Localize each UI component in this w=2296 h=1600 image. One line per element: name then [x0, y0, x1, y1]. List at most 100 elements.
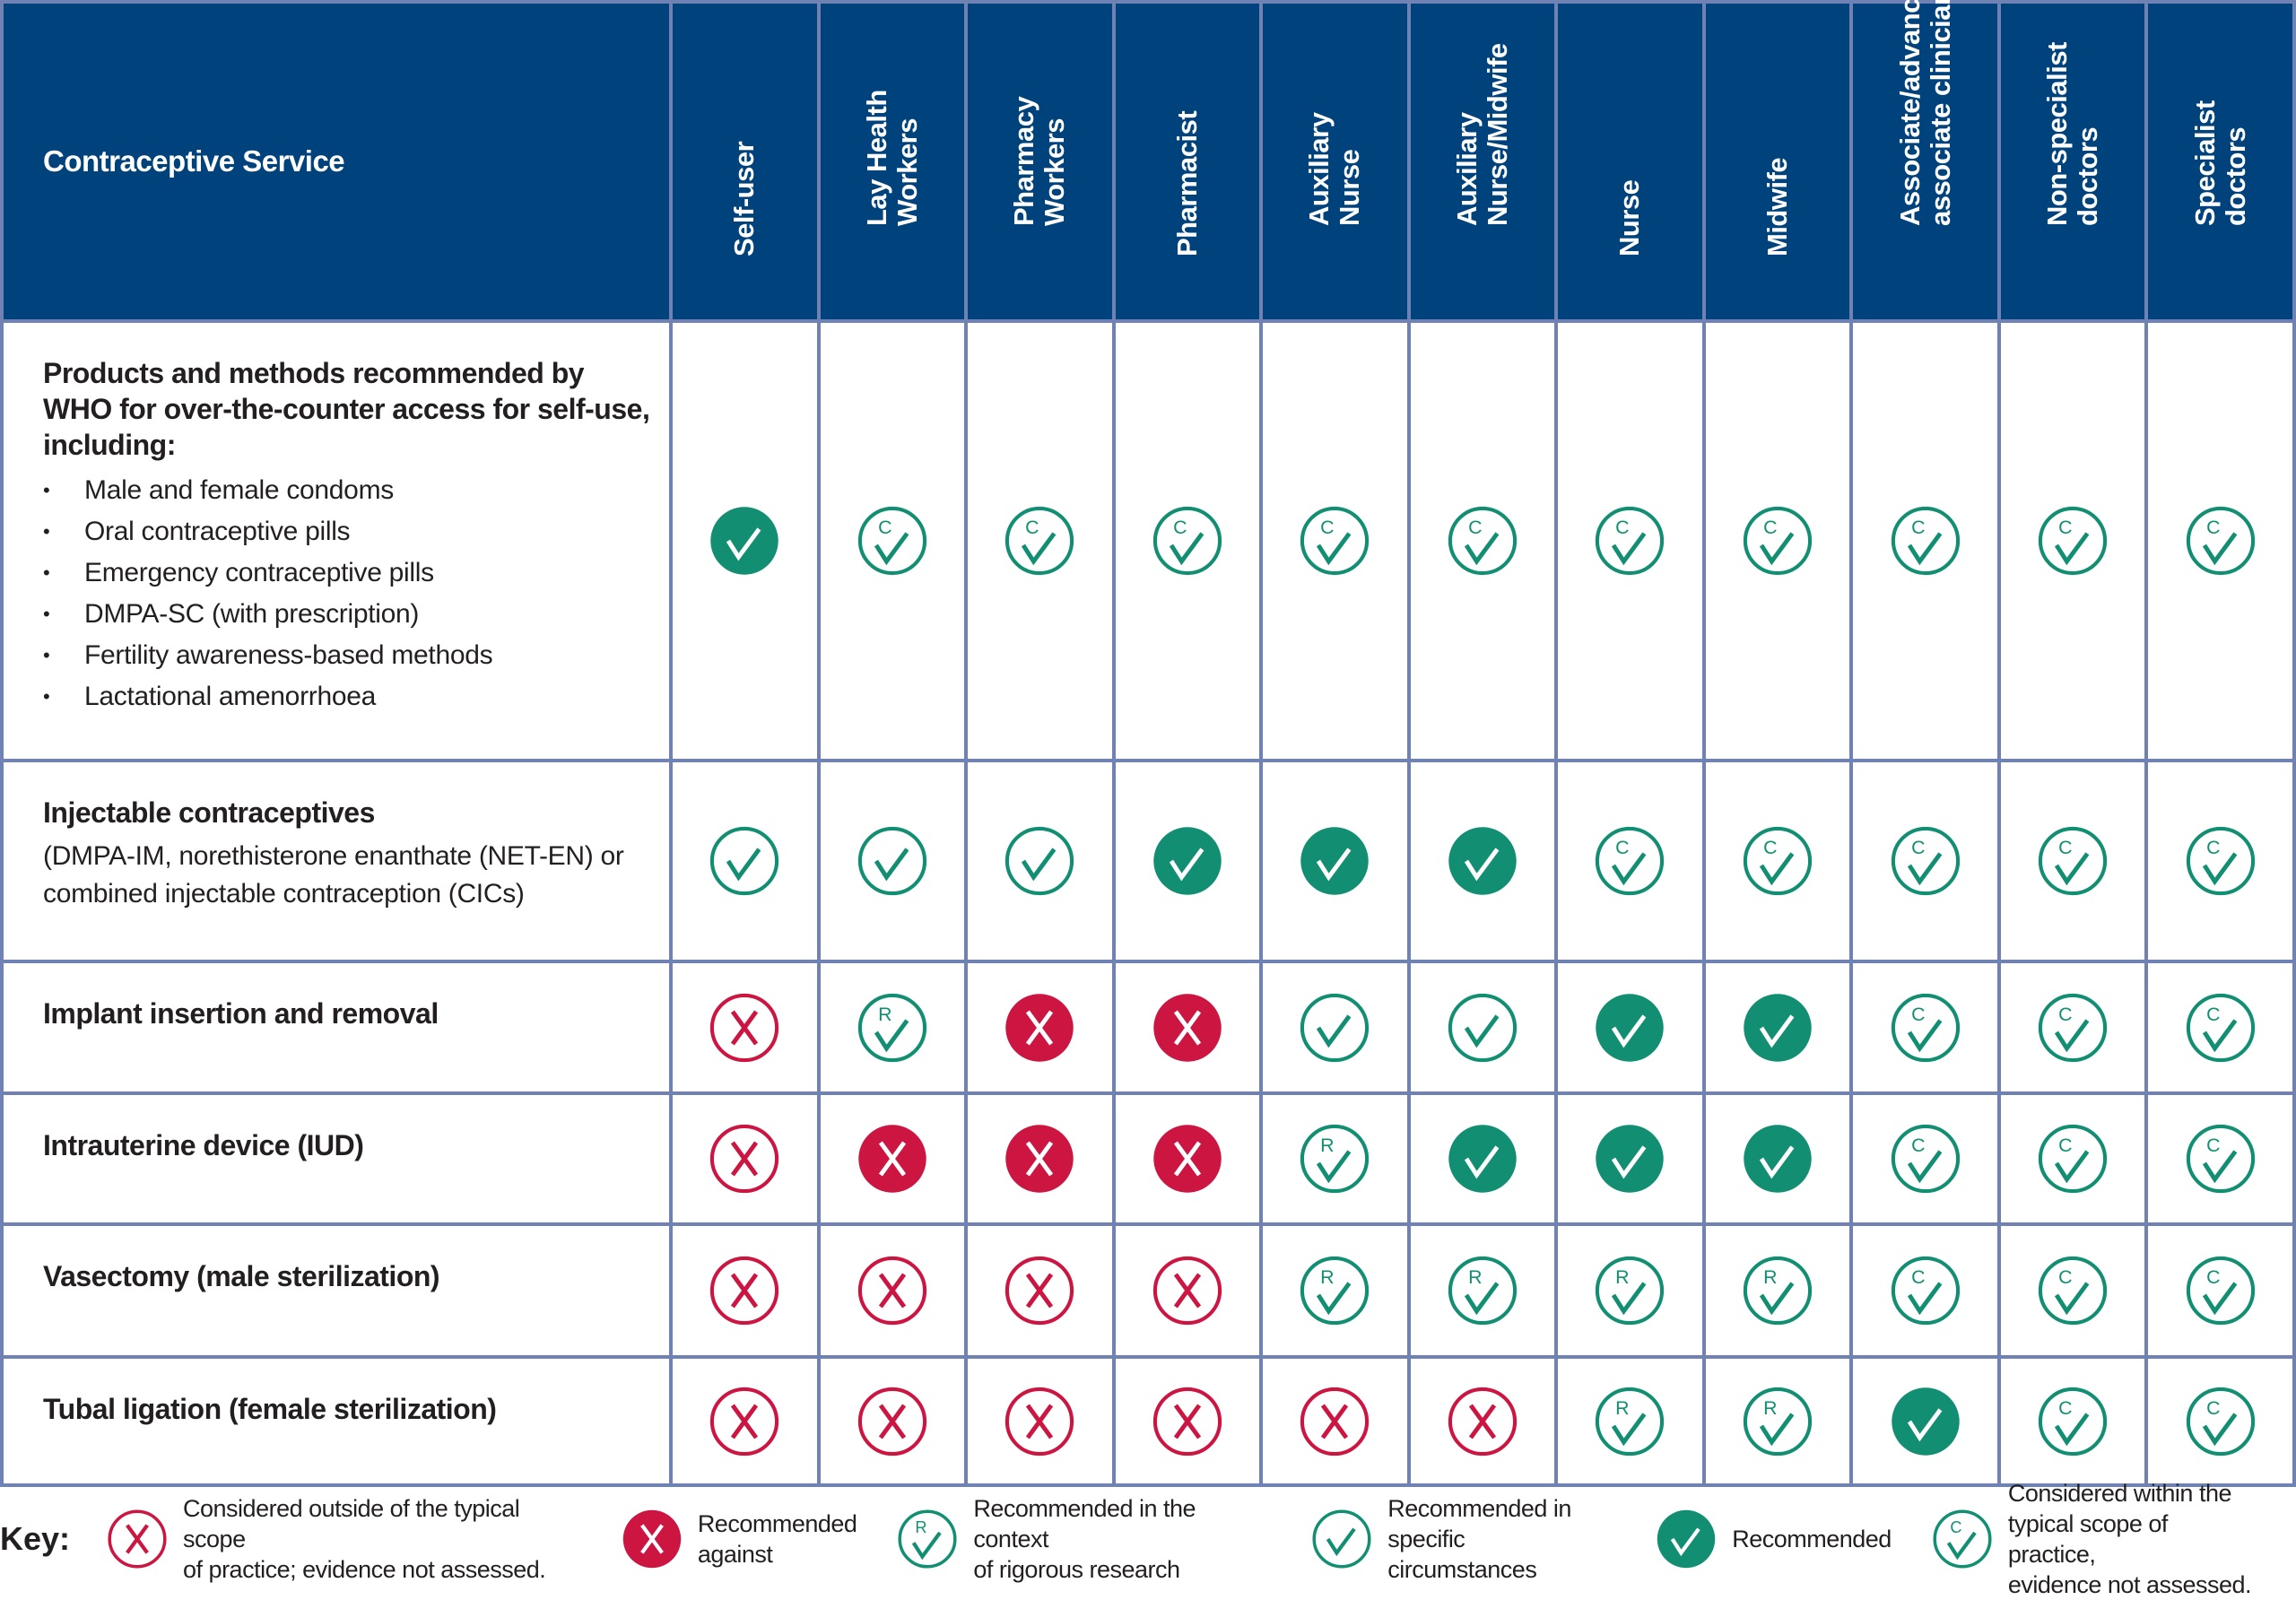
svg-text:C: C — [1763, 837, 1777, 858]
svg-text:C: C — [2058, 837, 2072, 858]
recommendation-cell: C — [1111, 319, 1264, 762]
svg-text:R: R — [1763, 1266, 1777, 1288]
recommendation-cell: R — [1259, 1222, 1411, 1359]
recommendation-cell — [816, 759, 969, 963]
recommendation-cell: C — [2144, 759, 2296, 963]
recommendation-cell: C — [1554, 759, 1706, 963]
within-scope-icon: C — [2038, 1124, 2108, 1194]
within-scope-icon: C — [1300, 506, 1370, 576]
svg-text:C: C — [1911, 1266, 1925, 1288]
svg-text:R: R — [1763, 1396, 1777, 1418]
table-row: Implant insertion and removal R C C C — [0, 960, 2296, 1095]
recommendation-cell: C — [1849, 1222, 2001, 1359]
recommendation-cell — [669, 759, 821, 963]
outside-scope-icon — [710, 993, 779, 1062]
column-header: Pharmacist — [1111, 0, 1264, 323]
column-header-line: Specialist — [2188, 100, 2221, 226]
specific-circumstances-icon — [1005, 826, 1074, 896]
key-text-line: typical scope of practice, — [2007, 1510, 2169, 1568]
key-text-line: Recommended in — [1387, 1495, 1571, 1522]
column-header-line: Workers — [891, 118, 923, 226]
recommended-icon — [1448, 1125, 1517, 1193]
specific-circumstances-icon — [857, 826, 926, 896]
svg-text:C: C — [878, 517, 891, 538]
svg-text:C: C — [2206, 1003, 2220, 1024]
recommendation-cell: C — [2144, 1091, 2296, 1226]
column-header-line: Lay Health — [860, 90, 892, 226]
column-header-line: associate clinicians — [1924, 0, 1956, 226]
within-scope-icon: C — [1005, 506, 1074, 576]
recommendation-cell — [816, 1091, 969, 1226]
service-title: Tubal ligation (female sterilization) — [43, 1393, 497, 1425]
table-row: Tubal ligation (female sterilization) R R C… — [0, 1355, 2296, 1487]
recommendation-cell — [669, 960, 821, 1095]
column-header: Lay Health Workers — [816, 0, 969, 323]
recommendation-cell — [1406, 1091, 1559, 1226]
rigorous-research-icon: R — [1596, 1387, 1665, 1456]
svg-text:C: C — [1911, 1135, 1925, 1156]
recommended-icon — [1744, 993, 1812, 1062]
within-scope-icon: C — [857, 506, 926, 576]
recommendation-cell — [1554, 1091, 1706, 1226]
column-header-line: Auxiliary — [1450, 112, 1483, 226]
rigorous-research-icon: R — [1743, 1387, 1813, 1456]
column-header: Pharmacy Workers — [964, 0, 1116, 323]
svg-text:R: R — [1468, 1266, 1482, 1288]
column-header: Specialist doctors — [2144, 0, 2296, 323]
recommendation-cell: C — [2144, 319, 2296, 762]
recommendation-cell: C — [1849, 960, 2001, 1095]
recommendation-cell: C — [1996, 1355, 2149, 1487]
svg-text:C: C — [1911, 1003, 1925, 1024]
within-scope-icon: C — [2186, 1387, 2255, 1456]
recommendation-cell: C — [1996, 1091, 2149, 1226]
within-scope-icon: C — [2038, 506, 2108, 576]
recommended-icon — [1744, 1125, 1812, 1193]
table-row: Intrauterine device (IUD) R C C C — [0, 1091, 2296, 1226]
outside-scope-icon — [1005, 1256, 1074, 1326]
key-text-line: Considered outside of the typical scope — [183, 1495, 520, 1552]
recommended-against-icon — [622, 1509, 682, 1569]
recommendation-cell — [1259, 759, 1411, 963]
recommendation-cell: R — [1701, 1222, 1854, 1359]
within-scope-icon: C — [2186, 506, 2255, 576]
key-text-line: evidence not assessed. — [2007, 1571, 2252, 1598]
column-header-line: Midwife — [1761, 157, 1793, 257]
recommendation-cell — [1554, 960, 1706, 1095]
recommendation-cell: R — [1554, 1355, 1706, 1487]
svg-text:C: C — [1950, 1518, 1961, 1536]
recommendation-cell: R — [1554, 1222, 1706, 1359]
svg-text:R: R — [1320, 1135, 1334, 1156]
column-header-line: Nurse — [1334, 149, 1366, 226]
recommendation-cell: R — [1259, 1091, 1411, 1226]
recommendation-cell — [964, 960, 1116, 1095]
key-item-outside-scope: Considered outside of the typical scope o… — [106, 1493, 581, 1585]
outside-scope-icon — [1152, 1387, 1222, 1456]
table-row: Products and methods recommended by WHO … — [0, 319, 2296, 762]
recommendation-cell — [669, 1355, 821, 1487]
recommendation-cell — [964, 1355, 1116, 1487]
header-row: Contraceptive Service Self-user Lay Healt… — [0, 0, 2296, 323]
recommendation-cell: C — [1849, 759, 2001, 963]
table-row: Vasectomy (male sterilization) R R R R C C C — [0, 1222, 2296, 1359]
column-header-line: Self-user — [728, 141, 761, 257]
service-cell: Products and methods recommended by WHO … — [0, 319, 673, 762]
key-text-line: specific circumstances — [1387, 1526, 1537, 1583]
recommended-against-icon — [1005, 1125, 1074, 1193]
within-scope-icon: C — [1891, 1124, 1960, 1194]
column-header: Self-user — [669, 0, 821, 323]
rigorous-research-icon: R — [898, 1509, 957, 1569]
recommendation-cell: R — [816, 960, 969, 1095]
outside-scope-icon — [857, 1387, 926, 1456]
recommendation-cell: C — [2144, 1355, 2296, 1487]
outside-scope-icon — [1005, 1387, 1074, 1456]
outside-scope-icon — [1152, 1256, 1222, 1326]
within-scope-icon: C — [1743, 826, 1813, 896]
within-scope-icon: C — [1891, 1256, 1960, 1326]
recommended-icon — [1596, 1125, 1665, 1193]
svg-text:R: R — [916, 1518, 927, 1536]
column-header: Associate/advanced associate clinicians — [1849, 0, 2001, 323]
recommendation-cell: C — [1996, 319, 2149, 762]
recommendation-cell: C — [1701, 759, 1854, 963]
svg-text:C: C — [1025, 517, 1039, 538]
recommendation-cell — [1111, 960, 1264, 1095]
